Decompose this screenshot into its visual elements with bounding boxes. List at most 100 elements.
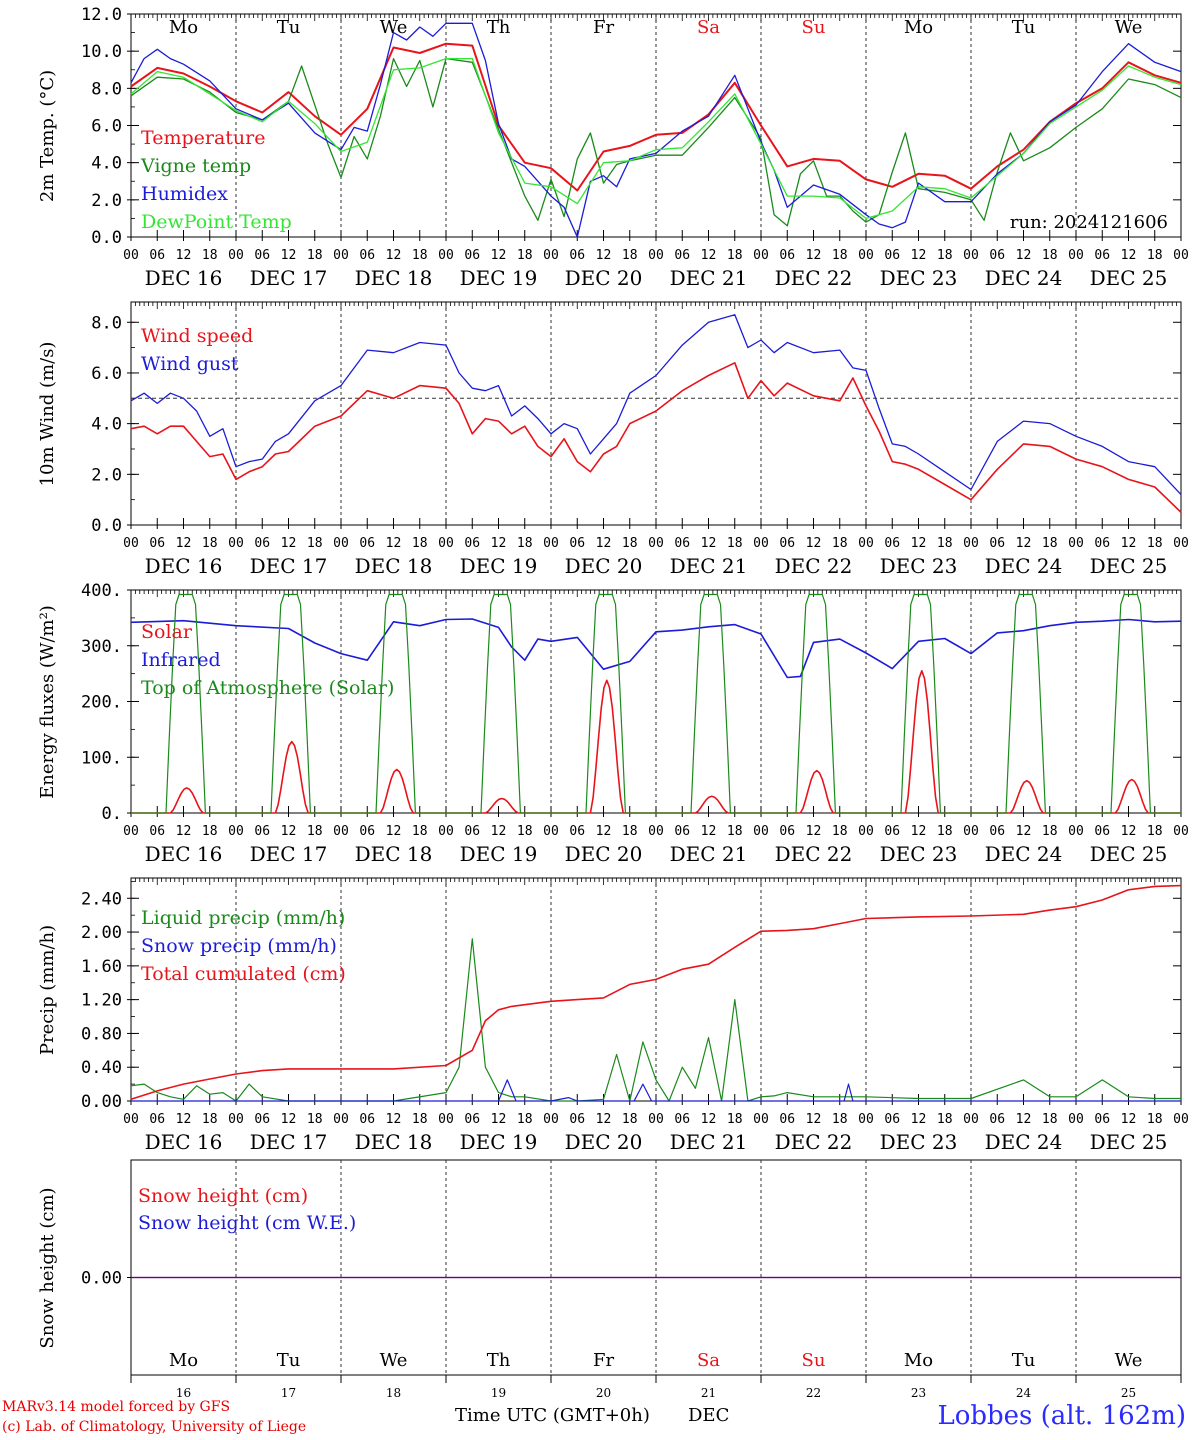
panel-1-hour-label: 00 [228, 248, 244, 263]
panel-1-hour-label: 12 [806, 248, 822, 263]
panel-2-hour-label: 06 [569, 536, 585, 551]
panel-1-hour-label: 18 [622, 248, 638, 263]
panel-3-hour-label: 06 [779, 824, 795, 839]
panel-2-hour-label: 18 [937, 536, 953, 551]
panel-1-hour-label: 18 [1147, 248, 1163, 263]
panel-1-y-tick-label: 10.0 [81, 42, 122, 62]
day-number-label: 16 [176, 1386, 191, 1400]
panel-1-y-tick-label: 2.0 [91, 191, 122, 211]
panel-4-hour-label: 00 [438, 1112, 454, 1127]
panel-2-hour-label: 06 [989, 536, 1005, 551]
panel-4-hour-label: 00 [333, 1112, 349, 1127]
panel-1-hour-label: 06 [464, 248, 480, 263]
panel-1-hour-label: 06 [359, 248, 375, 263]
panel-3-date-label: DEC 18 [355, 842, 433, 866]
panel-5-y-axis-label: Snow height (cm) [37, 1187, 58, 1348]
panel-2-hour-label: 00 [123, 536, 139, 551]
panel-4-legend-snow-precip-mm-h: Snow precip (mm/h) [141, 935, 337, 957]
panel-4-series-snow-precip-mm-h [131, 1079, 1181, 1102]
panel-2-series-wind-speed [130, 361, 1182, 513]
panel-4-hour-label: 06 [569, 1112, 585, 1127]
panel-2-date-label: DEC 21 [670, 554, 748, 578]
panel-1-hour-label: 18 [202, 248, 218, 263]
panel-4-date-label: DEC 24 [985, 1130, 1063, 1154]
panel-3-hour-label: 12 [386, 824, 402, 839]
panel-2-hour-label: 12 [806, 536, 822, 551]
panel-4-y-tick-label: 0.40 [81, 1058, 122, 1078]
panel-1-date-label: DEC 18 [355, 266, 433, 290]
panel-3-legend-infrared: Infrared [141, 649, 221, 671]
panel-2-hour-label: 12 [176, 536, 192, 551]
panel-1-hour-label: 18 [832, 248, 848, 263]
panel-1-date-label: DEC 23 [880, 266, 958, 290]
panel-3-y-axis-label: Energy fluxes (W/m²) [37, 605, 58, 799]
model-credit-line: MARv3.14 model forced by GFS [2, 1399, 231, 1415]
panel-1-legend-dewpoint-temp: DewPoint Temp [141, 211, 292, 233]
panel-5-legend-snow-height-cm-w-e: Snow height (cm W.E.) [138, 1212, 356, 1234]
panel-2-legend-wind-speed: Wind speed [141, 325, 253, 347]
panel-4-hour-label: 06 [674, 1112, 690, 1127]
day-of-week-label: We [1115, 1350, 1143, 1371]
day-of-week-label: Sa [697, 17, 720, 38]
panel-3-date-label: DEC 19 [460, 842, 538, 866]
panel-1-hour-label: 12 [386, 248, 402, 263]
panel-3-date-label: DEC 23 [880, 842, 958, 866]
panel-2-hour-label: 06 [779, 536, 795, 551]
panel-1-hour-label: 00 [123, 248, 139, 263]
panel-1-hour-label: 12 [491, 248, 507, 263]
panel-3-hour-label: 12 [911, 824, 927, 839]
panel-1-hour-label: 00 [1068, 248, 1084, 263]
panel-1-hour-label: 06 [779, 248, 795, 263]
panel-3-series-top-of-atmosphere-solar [131, 593, 1181, 814]
panel-4-legend-liquid-precip-mm-h: Liquid precip (mm/h) [141, 907, 345, 929]
panel-2-hour-label: 12 [911, 536, 927, 551]
panel-4-y-tick-label: 2.40 [81, 889, 122, 909]
panel-2-hour-label: 18 [202, 536, 218, 551]
panel-4-date-label: DEC 23 [880, 1130, 958, 1154]
lab-credit-line: (c) Lab. of Climatology, University of L… [2, 1419, 307, 1435]
panel-1-date-label: DEC 22 [775, 266, 853, 290]
panel-4-hour-label: 18 [307, 1112, 323, 1127]
panel-1-hour-label: 18 [517, 248, 533, 263]
panel-4-hour-label: 06 [884, 1112, 900, 1127]
panel-3-legend-solar: Solar [141, 621, 193, 643]
panel-4-hour-label: 18 [622, 1112, 638, 1127]
panel-4-hour-label: 18 [727, 1112, 743, 1127]
panel-2-date-label: DEC 16 [145, 554, 223, 578]
panel-2-hour-label: 12 [281, 536, 297, 551]
panel-3-y-tick-label: 200. [81, 693, 122, 713]
panel-2-y-tick-label: 4.0 [91, 415, 122, 435]
panel-1-hour-label: 06 [149, 248, 165, 263]
day-number-label: 19 [491, 1386, 506, 1400]
panel-4-hour-label: 00 [753, 1112, 769, 1127]
panel-3-hour-label: 12 [1121, 824, 1137, 839]
panel-2-hour-label: 06 [359, 536, 375, 551]
day-of-week-label: Su [802, 1350, 826, 1371]
panel-1-y-axis-label: 2m Temp. (°C) [37, 70, 58, 202]
panel-2-legend-wind-gust: Wind gust [141, 353, 239, 375]
panel-2-frame [130, 301, 1182, 526]
panel-2-hour-label: 18 [517, 536, 533, 551]
panel-3-y-tick-label: 0. [102, 804, 122, 824]
panel-3-date-label: DEC 17 [250, 842, 328, 866]
panel-5-legend-snow-height-cm: Snow height (cm) [138, 1185, 308, 1207]
panel-4-hour-label: 12 [701, 1112, 717, 1127]
day-number-label: 25 [1121, 1386, 1136, 1400]
panel-3-hour-label: 12 [176, 824, 192, 839]
panel-3-hour-label: 00 [858, 824, 874, 839]
panel-2-date-label: DEC 19 [460, 554, 538, 578]
day-of-week-label: Fr [593, 1350, 614, 1371]
panel-2-hour-label: 18 [622, 536, 638, 551]
panel-3-date-label: DEC 24 [985, 842, 1063, 866]
panel-1-hour-label: 00 [753, 248, 769, 263]
panel-5-y-tick-label: 0.00 [81, 1269, 122, 1289]
panel-2-y-tick-label: 8.0 [91, 313, 122, 333]
panel-1-date-label: DEC 25 [1090, 266, 1168, 290]
panel-1-hour-label: 18 [937, 248, 953, 263]
panel-2-hour-label: 18 [1042, 536, 1058, 551]
panel-3-hour-label: 18 [202, 824, 218, 839]
day-number-label: 22 [806, 1386, 821, 1400]
panel-2-hour-label: 06 [674, 536, 690, 551]
panel-2-hour-label: 06 [464, 536, 480, 551]
